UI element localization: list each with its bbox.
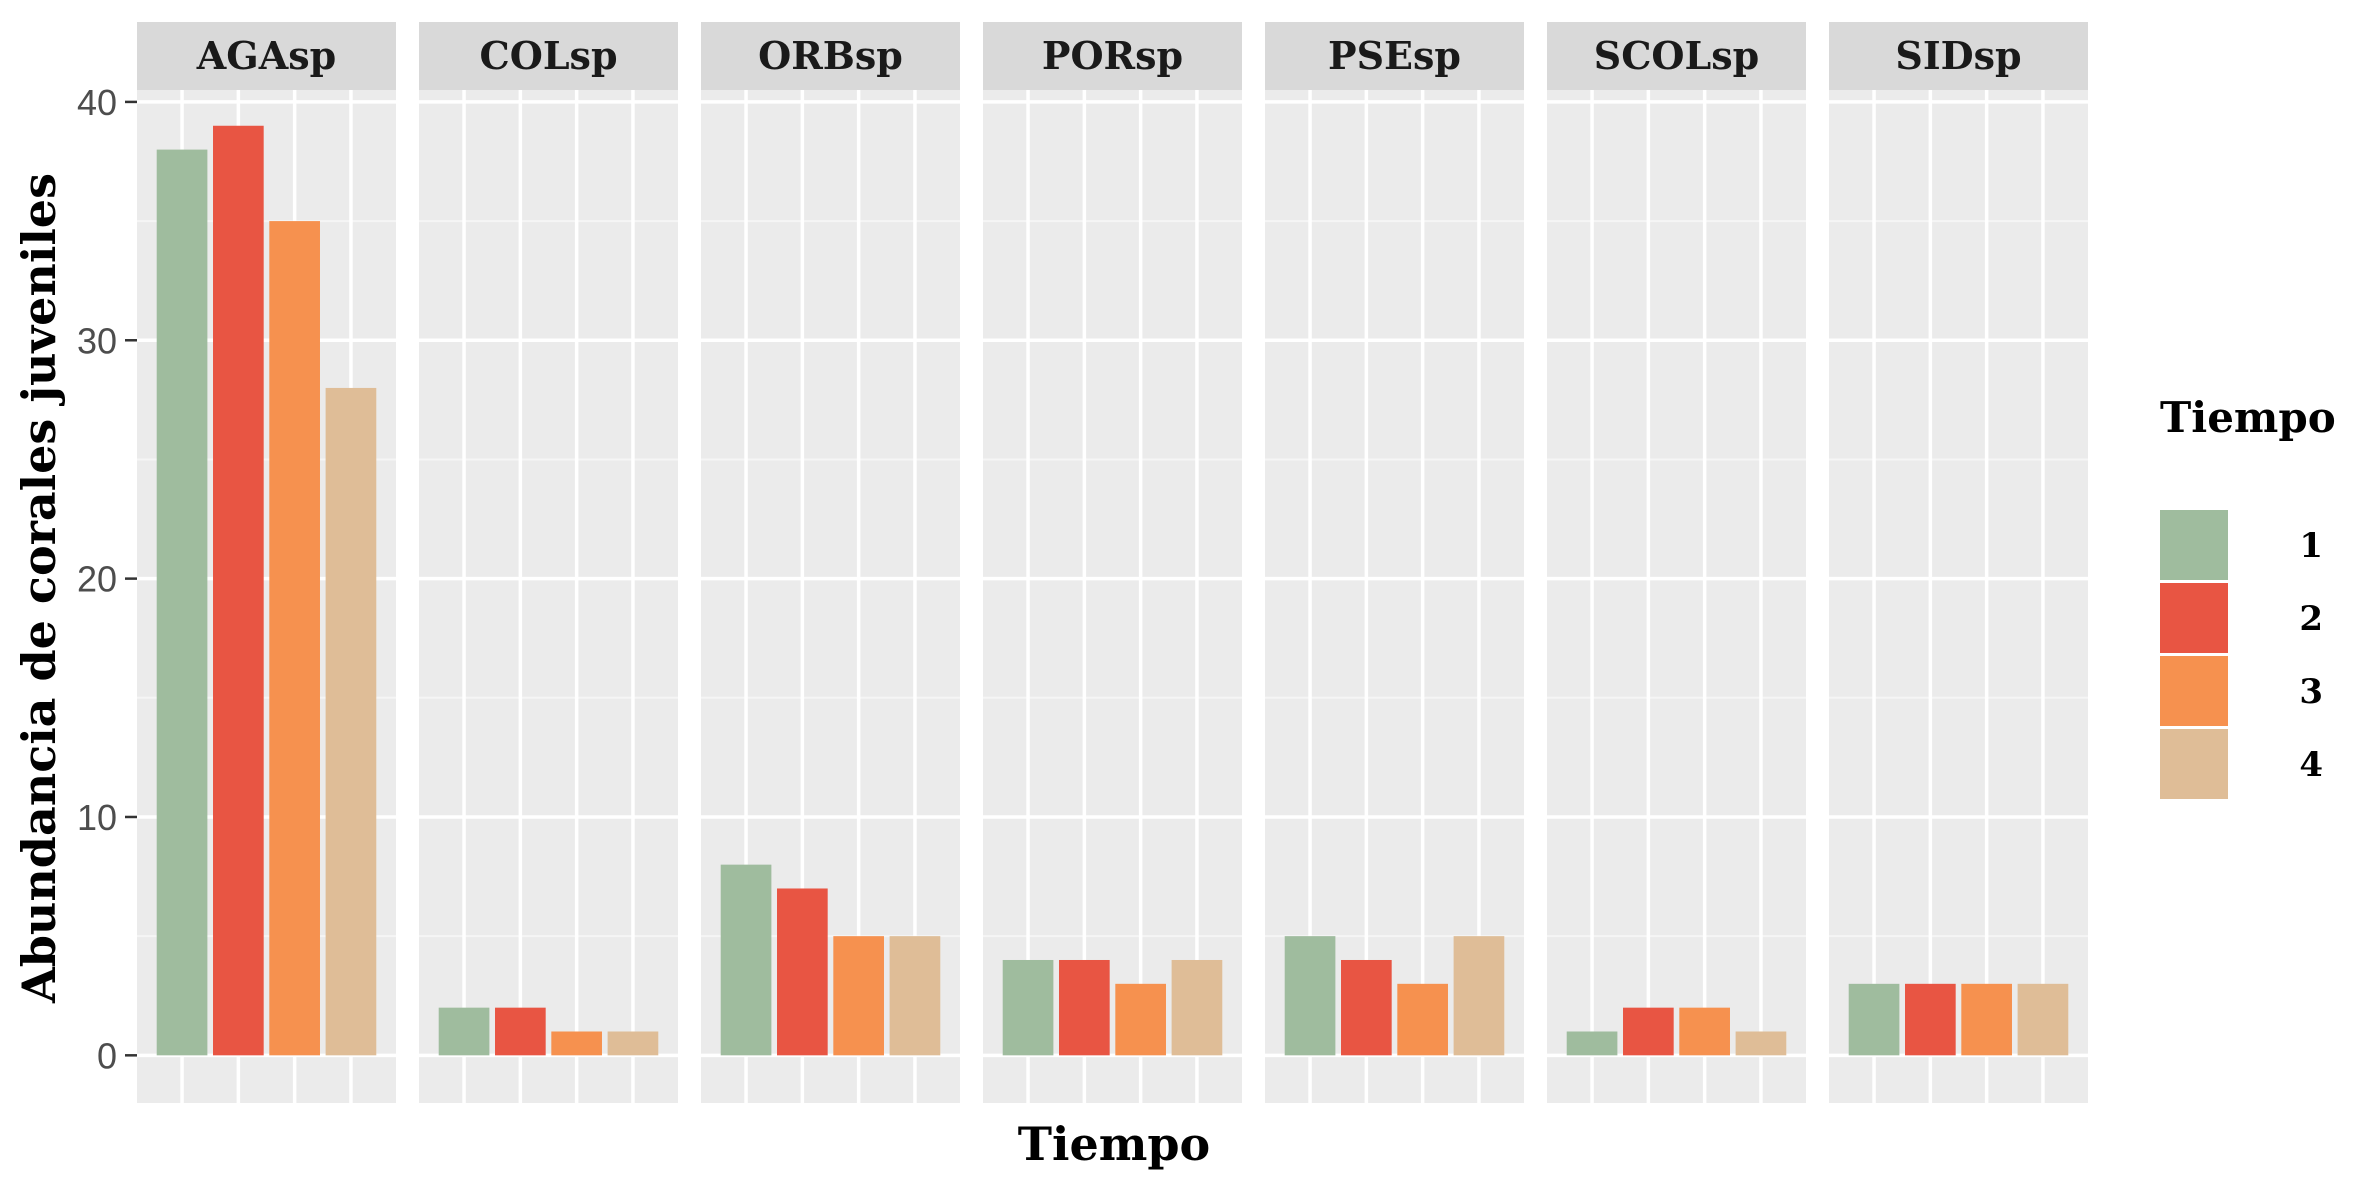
- bar-PORsp-tiempo-2: [1059, 959, 1110, 1056]
- bar-AGAsp-tiempo-1: [156, 149, 208, 1056]
- facet-panel-AGAsp: AGAsp: [137, 22, 396, 1103]
- bar-PSEsp-tiempo-2: [1341, 959, 1392, 1056]
- facet-strip-label: PSEsp: [1328, 33, 1461, 78]
- facet-strip: [1547, 22, 1806, 90]
- facet-strip-label: AGAsp: [196, 33, 336, 78]
- bar-ORBsp-tiempo-4: [889, 936, 941, 1056]
- panel-background: [983, 90, 1242, 1103]
- facet-panel-ORBsp: ORBsp: [701, 22, 960, 1103]
- facet-panel-COLsp: COLsp: [419, 22, 678, 1103]
- facet-strip-label: SCOLsp: [1594, 33, 1759, 78]
- y-tick-label: 30: [77, 320, 117, 361]
- y-tick-label: 10: [77, 797, 117, 838]
- bar-SCOLsp-tiempo-3: [1679, 1007, 1730, 1056]
- legend-item-1: 1: [2160, 510, 2323, 580]
- bar-AGAsp-tiempo-2: [213, 125, 264, 1056]
- legend-key: [2160, 583, 2228, 653]
- facet-panel-PSEsp: PSEsp: [1265, 22, 1524, 1103]
- bar-SCOLsp-tiempo-2: [1623, 1007, 1674, 1056]
- bar-COLsp-tiempo-3: [551, 1031, 602, 1056]
- legend: Tiempo 1 2 3 4: [2160, 393, 2336, 799]
- legend-title: Tiempo: [2160, 393, 2336, 442]
- bar-ORBsp-tiempo-1: [720, 864, 772, 1056]
- facet-strip: [1829, 22, 2088, 90]
- bar-ORBsp-tiempo-2: [777, 888, 828, 1056]
- y-tick-label: 0: [97, 1035, 117, 1076]
- facet-strip: [1265, 22, 1524, 90]
- bar-SIDsp-tiempo-3: [1961, 983, 2012, 1056]
- bar-SCOLsp-tiempo-1: [1566, 1031, 1618, 1056]
- bar-SIDsp-tiempo-4: [2017, 983, 2069, 1056]
- bar-AGAsp-tiempo-4: [325, 387, 377, 1056]
- legend-label: 2: [2299, 599, 2323, 639]
- legend-key: [2160, 510, 2228, 580]
- bar-PORsp-tiempo-4: [1171, 959, 1223, 1056]
- bar-SCOLsp-tiempo-4: [1735, 1031, 1787, 1056]
- legend-item-3: 3: [2160, 656, 2323, 726]
- facet-panels: AGAsp COLsp ORBsp PORsp PSEsp SCOLsp SIDsp: [137, 22, 2088, 1103]
- y-tick-label: 40: [77, 82, 117, 123]
- bar-AGAsp-tiempo-3: [269, 221, 320, 1056]
- facet-panel-PORsp: PORsp: [983, 22, 1242, 1103]
- bar-PSEsp-tiempo-1: [1284, 936, 1336, 1056]
- bar-SIDsp-tiempo-2: [1905, 983, 1956, 1056]
- facet-panel-SCOLsp: SCOLsp: [1547, 22, 1806, 1103]
- bar-ORBsp-tiempo-3: [833, 936, 884, 1056]
- bar-PORsp-tiempo-3: [1115, 983, 1166, 1056]
- facet-strip: [419, 22, 678, 90]
- facet-panel-SIDsp: SIDsp: [1829, 22, 2088, 1103]
- bar-PSEsp-tiempo-3: [1397, 983, 1448, 1056]
- facet-strip-label: COLsp: [479, 33, 617, 78]
- facet-strip-label: SIDsp: [1895, 33, 2021, 78]
- bar-COLsp-tiempo-2: [495, 1007, 546, 1056]
- bar-PSEsp-tiempo-4: [1453, 936, 1505, 1056]
- legend-item-4: 4: [2160, 729, 2323, 799]
- legend-key: [2160, 656, 2228, 726]
- legend-label: 4: [2299, 745, 2323, 785]
- panel-background: [1829, 90, 2088, 1103]
- legend-label: 1: [2299, 526, 2323, 566]
- panel-background: [419, 90, 678, 1103]
- x-axis-title: Tiempo: [1018, 1117, 1211, 1171]
- facet-strip-label: PORsp: [1042, 33, 1183, 78]
- bar-SIDsp-tiempo-1: [1848, 983, 1900, 1056]
- facet-strip: [701, 22, 960, 90]
- legend-items: 1 2 3 4: [2160, 510, 2323, 799]
- panel-background: [1547, 90, 1806, 1103]
- y-axis-title: Abundancia de corales juveniles: [12, 173, 66, 1004]
- panel-background: [1265, 90, 1524, 1103]
- legend-label: 3: [2299, 672, 2323, 712]
- legend-key: [2160, 729, 2228, 799]
- facet-strip-label: ORBsp: [758, 33, 903, 78]
- bar-COLsp-tiempo-4: [607, 1031, 659, 1056]
- facet-strip: [137, 22, 396, 90]
- bar-COLsp-tiempo-1: [438, 1007, 490, 1056]
- bar-PORsp-tiempo-1: [1002, 959, 1054, 1056]
- y-tick-label: 20: [77, 559, 117, 600]
- y-axis: 0 10 20 30 40: [77, 82, 137, 1076]
- facet-strip: [983, 22, 1242, 90]
- legend-item-2: 2: [2160, 583, 2323, 653]
